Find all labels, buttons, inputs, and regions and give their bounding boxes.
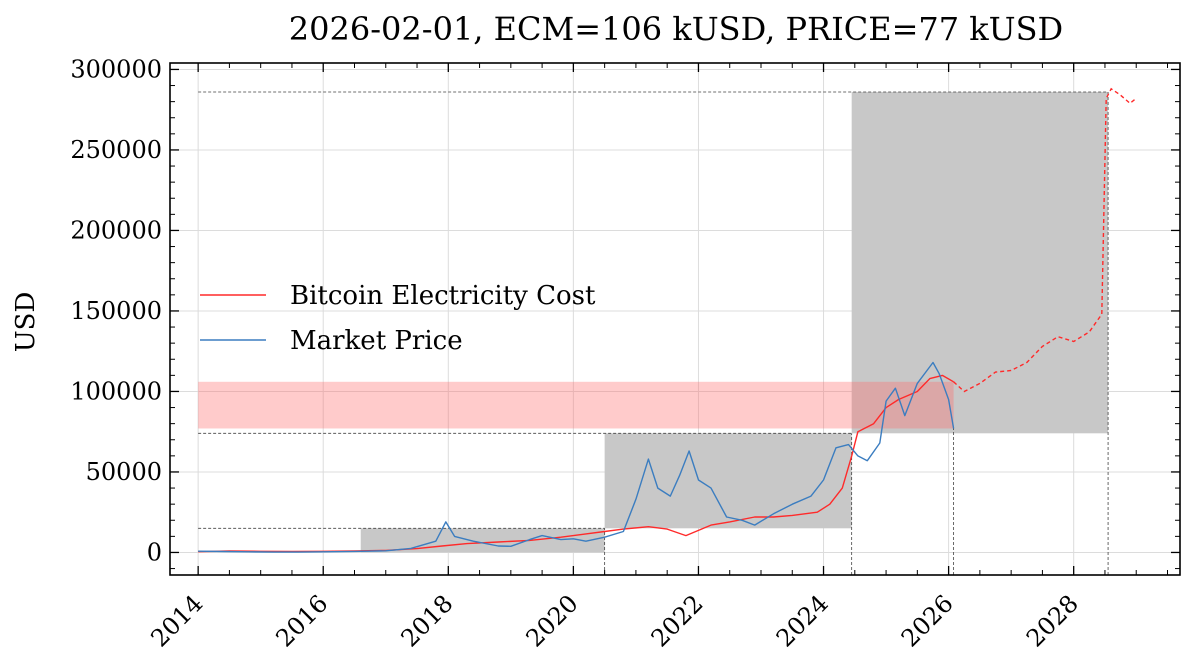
plot-frame [169, 62, 1181, 576]
plot-area: 2014 2016 2018 2020 2022 2024 2026 2028 0 50000 10… [70, 55, 1181, 652]
market-price-line [198, 361, 955, 553]
electricity-cost-projection-line [953, 87, 1137, 393]
y-tick-label: 250000 [70, 136, 162, 164]
y-tick-label: 150000 [70, 297, 162, 325]
legend-label: Bitcoin Electricity Cost [290, 281, 596, 311]
shaded-region [360, 528, 605, 553]
y-tick-label: 300000 [70, 55, 162, 83]
y-tick-label: 50000 [86, 458, 162, 486]
x-tick-label: 2020 [521, 589, 584, 652]
x-tick-label: 2016 [270, 589, 333, 652]
legend: Bitcoin Electricity Cost Market Price [200, 281, 596, 356]
y-tick-label: 0 [147, 538, 162, 566]
chart-title: 2026-02-01, ECM=106 kUSD, PRICE=77 kUSD [289, 10, 1063, 48]
y-axis-label: USD [11, 292, 41, 353]
legend-label: Market Price [290, 326, 463, 356]
y-tick-label: 100000 [70, 377, 162, 405]
x-tick-label: 2028 [1021, 589, 1084, 652]
shaded-region [851, 91, 1109, 434]
x-tick-label: 2026 [896, 589, 959, 652]
y-tick-label: 200000 [70, 216, 162, 244]
x-tick-label: 2014 [145, 589, 208, 652]
x-tick-label: 2018 [396, 589, 459, 652]
x-tick-label: 2022 [646, 589, 709, 652]
shaded-region [198, 381, 954, 429]
x-tick-label: 2024 [771, 589, 834, 652]
